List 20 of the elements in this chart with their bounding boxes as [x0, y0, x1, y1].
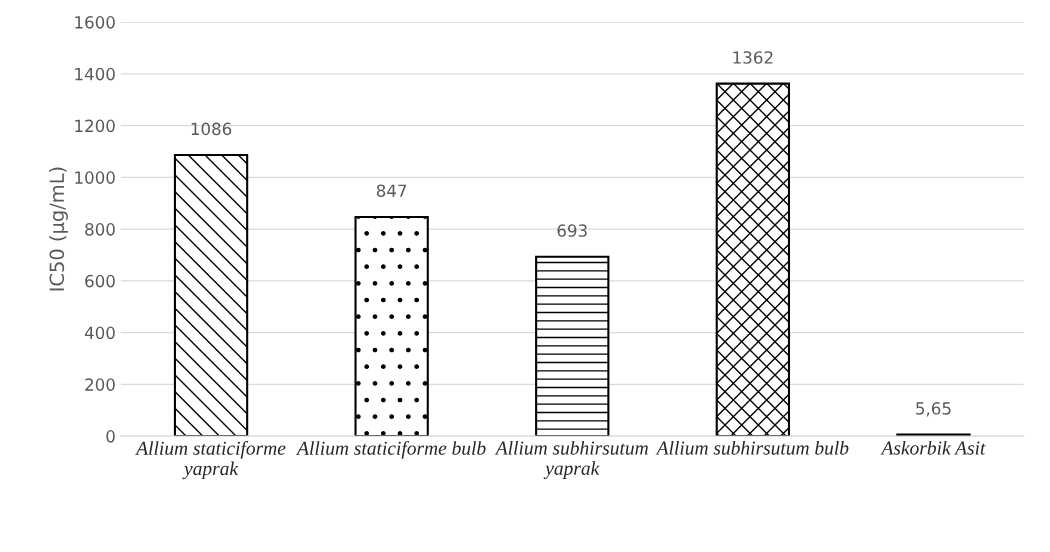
y-tick-label: 1200	[75, 119, 115, 133]
y-tick-label: 1600	[75, 16, 115, 29]
y-axis-title: IC50 (µg/mL)	[49, 167, 68, 291]
x-tick-label: Allium staticiforme yaprak	[135, 440, 286, 480]
x-tick-label: Allium staticiforme bulb	[296, 440, 486, 459]
x-tick-label: Askorbik Asit	[880, 440, 986, 455]
y-tick-label: 0	[106, 430, 115, 443]
y-tick-label: 1400	[75, 67, 115, 81]
data-label: 1362	[733, 51, 773, 64]
x-tick-label: Allium subhirsutum bulb	[655, 440, 849, 455]
y-tick-label: 600	[85, 274, 115, 288]
y-tick-label: 200	[85, 378, 115, 391]
x-tick-label: Allium subhirsutum yaprak	[494, 440, 648, 479]
data-label: 1086	[191, 122, 232, 136]
data-label: 847	[376, 184, 407, 198]
data-label: 5,65	[916, 402, 951, 417]
y-tick-label: 800	[85, 223, 115, 236]
y-tick-label: 400	[84, 326, 115, 340]
y-tick-label: 1000	[75, 171, 115, 184]
data-label: 693	[557, 224, 587, 237]
